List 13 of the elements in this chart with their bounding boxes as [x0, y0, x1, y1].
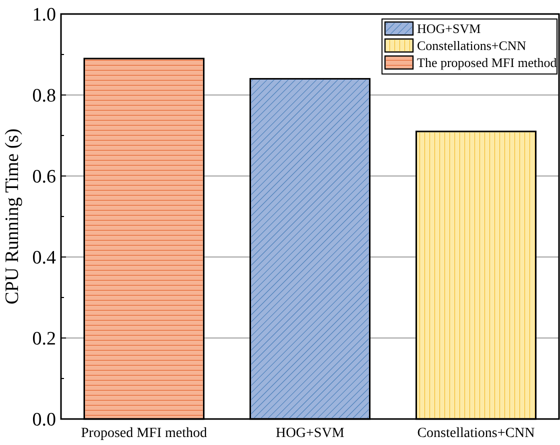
legend-label: HOG+SVM [417, 21, 482, 36]
y-tick-label: 1.0 [32, 4, 56, 26]
y-tick-label: 0.6 [32, 166, 56, 188]
x-tick-label: Proposed MFI method [81, 426, 207, 441]
y-tick-label: 0.4 [32, 248, 56, 269]
x-tick-label: HOG+SVM [276, 426, 345, 441]
y-tick-label: 0.2 [32, 328, 56, 350]
y-tick-label: 0.0 [32, 410, 56, 431]
y-tick-label: 0.8 [32, 86, 56, 107]
x-tick-label: Constellations+CNN [417, 426, 535, 441]
legend-label: The proposed MFI method [417, 55, 558, 70]
y-axis-title: CPU Running Time (s) [2, 128, 23, 304]
legend-label: Constellations+CNN [417, 38, 527, 53]
